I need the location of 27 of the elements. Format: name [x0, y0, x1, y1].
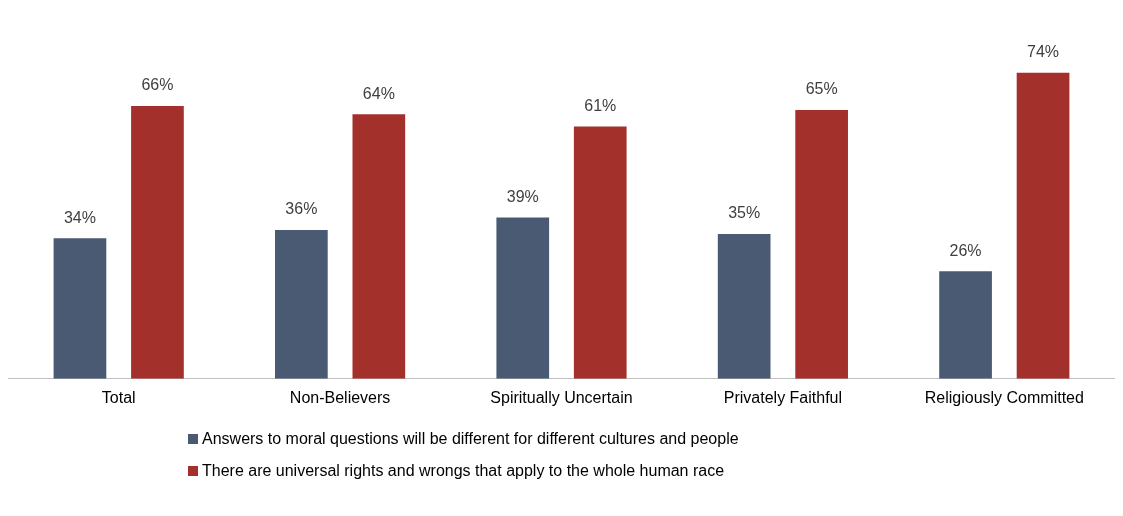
x-tick-label: Total	[101, 388, 136, 406]
bar	[352, 114, 406, 379]
bar	[939, 271, 992, 379]
bar	[795, 110, 848, 379]
bar	[275, 229, 328, 379]
legend-label: There are universal rights and wrongs that apply to the whole human race	[202, 462, 725, 480]
x-tick-label: Religiously Committed	[924, 388, 1084, 406]
bar	[53, 238, 107, 379]
data-label: 74%	[1027, 43, 1060, 61]
x-tick-label: Spiritually Uncertain	[490, 388, 633, 406]
bar	[717, 234, 771, 379]
data-label: 36%	[285, 200, 318, 218]
data-label: 39%	[506, 187, 539, 205]
bar	[1016, 72, 1070, 379]
data-label: 26%	[949, 241, 982, 259]
bar	[131, 105, 184, 379]
bar	[573, 126, 627, 379]
data-label: 35%	[728, 204, 761, 222]
data-label: 34%	[63, 208, 96, 226]
legend-label: Answers to moral questions will be different for different cultures and people	[202, 430, 739, 448]
x-tick-label: Non-Believers	[289, 388, 391, 406]
data-label: 61%	[584, 96, 617, 114]
bar	[496, 217, 550, 379]
data-label: 64%	[362, 84, 395, 102]
data-label: 65%	[805, 80, 838, 98]
data-label: 66%	[141, 76, 174, 94]
x-tick-label: Privately Faithful	[723, 388, 843, 406]
